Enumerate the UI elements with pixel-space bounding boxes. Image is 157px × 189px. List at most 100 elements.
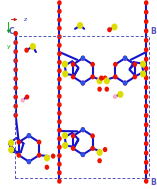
Circle shape <box>58 26 61 30</box>
Circle shape <box>58 35 61 39</box>
Circle shape <box>103 76 107 80</box>
Circle shape <box>81 81 84 85</box>
Circle shape <box>58 94 61 98</box>
Circle shape <box>145 95 148 98</box>
Circle shape <box>27 160 30 163</box>
Circle shape <box>133 63 136 66</box>
Circle shape <box>38 153 41 157</box>
Circle shape <box>14 41 17 44</box>
Circle shape <box>9 140 14 146</box>
Circle shape <box>14 50 17 53</box>
Text: z: z <box>24 17 27 22</box>
Circle shape <box>91 63 94 66</box>
Circle shape <box>145 29 148 33</box>
Circle shape <box>145 104 148 108</box>
Circle shape <box>27 134 30 138</box>
Circle shape <box>72 146 75 150</box>
Circle shape <box>58 154 61 158</box>
Circle shape <box>81 81 84 85</box>
Circle shape <box>104 78 109 84</box>
Circle shape <box>38 140 41 144</box>
Circle shape <box>58 86 61 90</box>
Circle shape <box>58 120 61 124</box>
Circle shape <box>124 56 127 60</box>
Circle shape <box>112 24 117 30</box>
Circle shape <box>27 160 30 163</box>
Circle shape <box>145 160 148 164</box>
Circle shape <box>58 69 61 73</box>
Text: C: C <box>9 27 14 36</box>
Circle shape <box>27 134 30 138</box>
Circle shape <box>98 159 101 163</box>
Circle shape <box>63 143 68 148</box>
Circle shape <box>14 86 17 90</box>
Circle shape <box>145 48 148 52</box>
Circle shape <box>63 71 68 77</box>
Circle shape <box>114 63 117 66</box>
Circle shape <box>14 104 17 108</box>
Circle shape <box>133 75 136 79</box>
Circle shape <box>58 103 61 107</box>
Circle shape <box>58 171 61 174</box>
Circle shape <box>98 87 101 91</box>
Circle shape <box>145 57 148 61</box>
Circle shape <box>141 71 145 77</box>
Circle shape <box>124 56 127 60</box>
Bar <box>15 36 149 178</box>
Circle shape <box>62 133 67 138</box>
Circle shape <box>14 32 17 35</box>
Circle shape <box>58 179 61 183</box>
Circle shape <box>145 142 148 146</box>
Circle shape <box>81 128 84 132</box>
Circle shape <box>58 128 61 132</box>
Circle shape <box>81 128 84 132</box>
Circle shape <box>81 56 84 60</box>
Text: y: y <box>7 44 11 49</box>
Circle shape <box>97 149 102 155</box>
Circle shape <box>58 162 61 166</box>
Circle shape <box>58 137 61 141</box>
Circle shape <box>145 151 148 155</box>
Circle shape <box>141 61 145 67</box>
Circle shape <box>105 87 108 91</box>
Circle shape <box>81 56 84 60</box>
Circle shape <box>114 95 116 98</box>
Text: B: B <box>150 27 156 36</box>
Circle shape <box>103 148 107 151</box>
Circle shape <box>124 81 127 85</box>
Circle shape <box>9 147 14 153</box>
Circle shape <box>91 134 94 138</box>
Circle shape <box>100 76 103 80</box>
Circle shape <box>145 76 148 80</box>
Circle shape <box>118 92 123 97</box>
Circle shape <box>58 9 61 13</box>
Circle shape <box>145 10 148 14</box>
Circle shape <box>97 78 102 84</box>
Circle shape <box>145 170 148 174</box>
Circle shape <box>14 77 17 81</box>
Circle shape <box>78 23 82 28</box>
Circle shape <box>58 60 61 64</box>
Circle shape <box>58 43 61 47</box>
Circle shape <box>108 28 111 32</box>
Circle shape <box>21 99 24 102</box>
Circle shape <box>145 1 148 5</box>
Circle shape <box>52 154 55 158</box>
Circle shape <box>72 75 75 79</box>
Circle shape <box>58 52 61 56</box>
Circle shape <box>124 81 127 85</box>
Circle shape <box>145 179 148 183</box>
Circle shape <box>17 153 20 157</box>
Circle shape <box>45 165 49 169</box>
Circle shape <box>145 20 148 23</box>
Circle shape <box>62 61 67 67</box>
Circle shape <box>81 153 84 156</box>
Circle shape <box>58 145 61 149</box>
Circle shape <box>145 123 148 127</box>
Circle shape <box>91 75 94 79</box>
Circle shape <box>17 140 20 144</box>
Circle shape <box>145 114 148 117</box>
Circle shape <box>58 77 61 81</box>
Circle shape <box>14 68 17 72</box>
Circle shape <box>14 59 17 63</box>
